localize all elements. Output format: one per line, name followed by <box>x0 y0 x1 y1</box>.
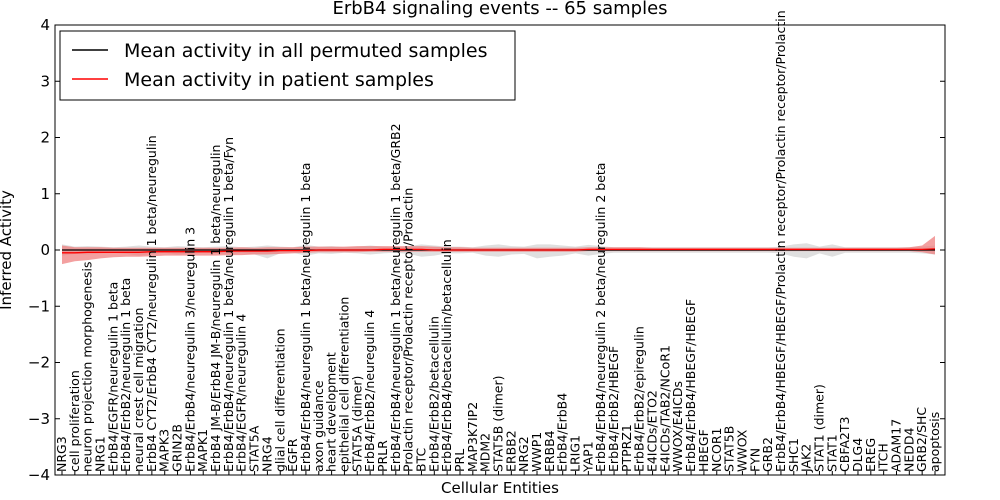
y-tick-label: −3 <box>28 410 50 428</box>
entity-label: NRG4 <box>259 436 274 472</box>
entity-label: ErbB4 JM-B/ErbB4 JM-B/neuregulin 1 beta/… <box>208 145 223 473</box>
entity-label: neural crest cell migration <box>131 308 146 472</box>
entity-label: E4ICDs/ETO2 <box>645 390 660 472</box>
entity-label: ErbB4/ErbB4/betacellulin/betacellulin <box>439 239 454 472</box>
legend: Mean activity in all permuted samples Me… <box>59 30 516 101</box>
entity-label: epithelial cell differentiation <box>336 297 351 472</box>
entity-label: STAT5A <box>247 425 262 472</box>
entity-label: NCOR1 <box>709 427 724 472</box>
entity-label: ErbB4 CYT2/ErbB4 CYT2/neuregulin 1 beta/… <box>144 135 159 472</box>
y-tick-label: 3 <box>40 72 50 90</box>
entity-label: STAT5B <box>722 426 737 472</box>
entity-label: MDM2 <box>478 433 493 472</box>
entity-label: ErbB4/ErbB4/neuregulin 1 beta/neuregulin… <box>388 123 403 472</box>
entity-label: PRLR <box>375 440 390 472</box>
entity-label: glial cell differentiation <box>272 328 287 472</box>
entity-label: STAT5A (dimer) <box>349 376 364 472</box>
entity-label: PRL <box>452 449 467 472</box>
entity-label: STAT1 (dimer) <box>812 384 827 472</box>
entity-label: ErbB4/EGFR/neuregulin 1 beta <box>105 282 120 472</box>
entity-label: ErbB4/ErbB2/epiregulin <box>632 326 647 472</box>
entity-label: neuron projection morphogenesis <box>80 261 95 472</box>
entity-label: ADAM17 <box>889 419 904 472</box>
entity-label: LRIG1 <box>568 435 583 472</box>
entity-label: STAT5B (dimer) <box>491 376 506 472</box>
series-lines <box>62 248 936 254</box>
legend-label-patient: Mean activity in patient samples <box>124 69 434 91</box>
entity-label: PTPRZ1 <box>619 424 634 472</box>
entity-label: cell proliferation <box>67 370 82 472</box>
entity-label: WWP1 <box>529 432 544 472</box>
entity-label: ErbB4/ErbB4 <box>555 393 570 472</box>
y-axis-title: Inferred Activity <box>0 190 15 310</box>
entity-label: NEDD4 <box>901 427 916 471</box>
entity-label: ITCH <box>876 443 891 472</box>
y-tick-label: −4 <box>28 466 50 484</box>
entity-label: apoptosis <box>927 412 942 472</box>
entity-label: MAP3K7IP2 <box>465 402 480 472</box>
entity-label: NRG1 <box>93 436 108 472</box>
entity-label: JAK2 <box>799 444 814 473</box>
entity-label: WWOX/E4ICDs <box>670 381 685 472</box>
entity-label: E4ICDs/TAB2/NCoR1 <box>657 345 672 472</box>
entity-label: ERBB4 <box>542 430 557 472</box>
entity-label: SHC1 <box>786 438 801 472</box>
entity-label: ErbB4/ErbB2/HBEGF <box>606 346 621 472</box>
y-tick-label: −2 <box>28 354 50 372</box>
entity-label: CBFA2T3 <box>837 417 852 472</box>
entity-label: NRG2 <box>516 436 531 472</box>
y-tick-label: 4 <box>40 16 50 34</box>
y-tick-label: 1 <box>40 185 50 203</box>
entity-label: heart development <box>324 352 339 472</box>
entity-label: YAP1 <box>580 441 595 473</box>
entity-label: ErbB4/EGFR/neuregulin 4 <box>234 314 249 472</box>
y-tick-label: −1 <box>28 297 50 315</box>
y-tick-label: 0 <box>40 241 50 259</box>
entity-label: ERBB2 <box>503 430 518 472</box>
entity-label: ErbB4/ErbB2/neuregulin 4 <box>362 310 377 472</box>
entity-label: ErbB4/ErbB4/neuregulin 1 beta/neuregulin… <box>298 163 313 472</box>
entity-label: ErbB4/ErbB2/neuregulin 1 beta <box>118 278 133 472</box>
entity-label: GRIN2B <box>170 424 185 472</box>
entity-label: NRG3 <box>54 436 69 472</box>
entity-label: MAPK1 <box>195 429 210 472</box>
x-axis <box>61 471 936 475</box>
entity-label: ErbB4/ErbB4/neuregulin 3/neuregulin 3 <box>182 227 197 472</box>
entity-label: DLG4 <box>850 438 865 472</box>
entity-label: Prolactin receptor/Prolactin receptor/Pr… <box>401 188 416 472</box>
entity-label: GRB2/SHC <box>914 407 929 472</box>
entity-label: ErbB4/ErbB4/neuregulin 1 beta/neuregulin… <box>221 137 236 472</box>
entity-label: ErbB4/ErbB4/neuregulin 2 beta/neuregulin… <box>593 163 608 472</box>
y-tick-label: 2 <box>40 129 50 147</box>
entity-label: EGFR <box>285 438 300 472</box>
y-axis: −4 −3 −2 −1 0 1 2 3 4 <box>28 16 945 484</box>
entity-label: EREG <box>863 438 878 472</box>
entity-label: ErbB4/ErbB4/HBEGF/HBEGF <box>683 299 698 472</box>
entity-label: HBEGF <box>696 429 711 472</box>
entity-label: MAPK3 <box>157 429 172 472</box>
legend-box <box>59 30 516 101</box>
entity-label: ErbB4/ErbB2/betacellulin <box>426 316 441 472</box>
entity-label: WWOX <box>734 429 749 472</box>
entity-label: ErbB4/ErbB4/HBEGF/HBEGF/Prolactin recept… <box>773 10 788 472</box>
entity-label: GRB2 <box>760 437 775 472</box>
entity-label: BTC <box>414 448 429 472</box>
chart-title: ErbB4 signaling events -- 65 samples <box>332 0 667 19</box>
entity-label: FYN <box>747 448 762 472</box>
series-line-patient <box>62 248 936 254</box>
legend-label-permuted: Mean activity in all permuted samples <box>124 40 487 62</box>
entity-label: STAT1 <box>824 434 839 472</box>
x-axis-title: Cellular Entities <box>441 479 559 497</box>
entity-label: axon guidance <box>311 380 326 472</box>
